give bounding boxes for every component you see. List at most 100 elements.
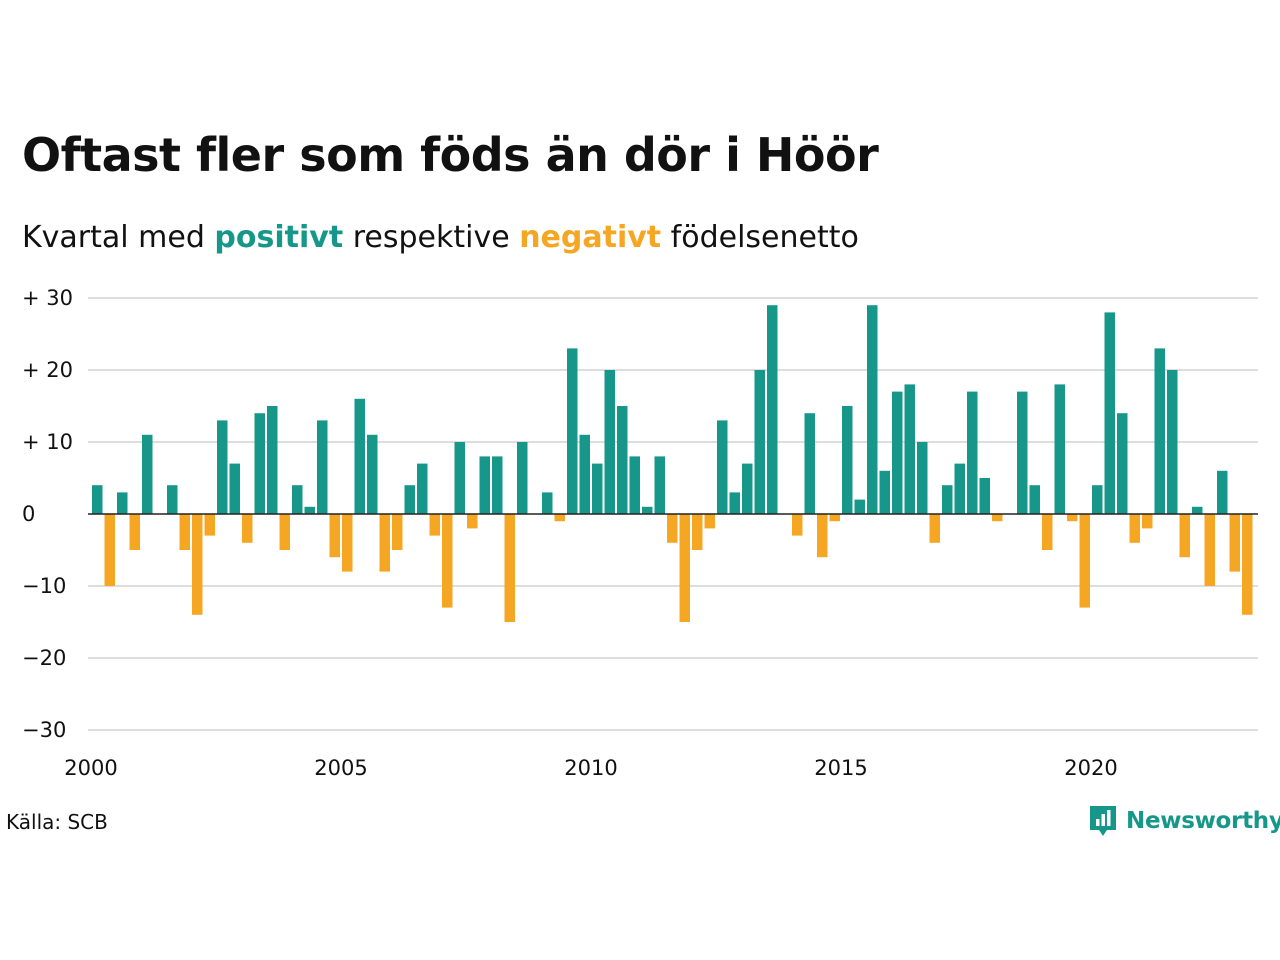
- bar: [279, 514, 290, 550]
- bar: [929, 514, 940, 543]
- bar: [179, 514, 190, 550]
- bar: [767, 305, 778, 514]
- bar: [604, 370, 615, 514]
- subtitle-prefix: Kvartal med: [22, 220, 215, 255]
- bar: [1179, 514, 1190, 558]
- bar: [829, 514, 840, 522]
- bar: [704, 514, 715, 529]
- bar: [729, 492, 740, 514]
- x-tick-label: 2015: [814, 756, 867, 780]
- y-tick-label: + 20: [22, 358, 73, 382]
- bar: [392, 514, 403, 550]
- bar-chart: + 30+ 20+ 100−10−20−30 2000 2005 2010 2015 2…: [22, 286, 1258, 780]
- subtitle-negative-word: negativt: [519, 220, 662, 255]
- bar: [242, 514, 253, 543]
- bar: [304, 506, 315, 514]
- y-tick-label: 0: [22, 502, 35, 526]
- source-note: Källa: SCB: [6, 810, 108, 834]
- bar: [467, 514, 478, 529]
- bar: [904, 384, 915, 514]
- subtitle-middle: respektive: [343, 220, 520, 255]
- bar: [167, 485, 178, 514]
- bar: [104, 514, 115, 586]
- bar: [1204, 514, 1215, 586]
- bar: [629, 456, 640, 514]
- bar: [567, 348, 578, 514]
- bar: [1142, 514, 1153, 529]
- bar: [354, 398, 365, 514]
- bar: [804, 413, 815, 514]
- bar: [1067, 514, 1078, 522]
- bar: [717, 420, 728, 514]
- bar: [1042, 514, 1053, 550]
- bar: [867, 305, 878, 514]
- bar: [1017, 391, 1028, 514]
- chart-subtitle: Kvartal med positivt respektive negativt…: [22, 220, 859, 255]
- bar: [1154, 348, 1165, 514]
- bar: [542, 492, 553, 514]
- x-tick-label: 2010: [564, 756, 617, 780]
- bar: [667, 514, 678, 543]
- x-tick-label: 2020: [1064, 756, 1117, 780]
- bar: [92, 485, 103, 514]
- x-axis: 2000 2005 2010 2015 2020: [64, 756, 1117, 780]
- bar: [317, 420, 328, 514]
- bar: [217, 420, 228, 514]
- bar: [142, 434, 153, 514]
- bar: [579, 434, 590, 514]
- subtitle-suffix: födelsenetto: [661, 220, 859, 255]
- bar: [817, 514, 828, 558]
- bar: [404, 485, 415, 514]
- bars: [92, 305, 1253, 622]
- bar: [954, 463, 965, 514]
- bar: [854, 499, 865, 514]
- bar: [117, 492, 128, 514]
- bar: [879, 470, 890, 514]
- bar: [917, 442, 928, 514]
- bar: [754, 370, 765, 514]
- bar: [979, 478, 990, 514]
- grid-lines: [88, 297, 1258, 731]
- bar: [1192, 506, 1203, 514]
- y-tick-label: −30: [22, 718, 66, 742]
- chart-title: Oftast fler som föds än dör i Höör: [22, 128, 879, 182]
- bar: [892, 391, 903, 514]
- bar: [479, 456, 490, 514]
- bar: [1104, 312, 1115, 514]
- bar: [1242, 514, 1253, 615]
- brand-logo: Newsworthy: [1088, 804, 1280, 838]
- y-tick-label: −10: [22, 574, 66, 598]
- bar: [1117, 413, 1128, 514]
- newsworthy-logo-icon: [1090, 806, 1116, 836]
- bar: [1054, 384, 1065, 514]
- bar: [267, 406, 278, 514]
- bar: [504, 514, 515, 622]
- bar: [1079, 514, 1090, 608]
- bar: [192, 514, 203, 615]
- bar: [592, 463, 603, 514]
- bar: [1129, 514, 1140, 543]
- bar: [642, 506, 653, 514]
- bar: [679, 514, 690, 622]
- bar: [1029, 485, 1040, 514]
- x-tick-label: 2005: [314, 756, 367, 780]
- bar: [454, 442, 465, 514]
- brand-name: Newsworthy: [1126, 808, 1280, 834]
- bar: [204, 514, 215, 536]
- bar: [1092, 485, 1103, 514]
- bar: [842, 406, 853, 514]
- bar: [329, 514, 340, 558]
- bar: [792, 514, 803, 536]
- bar: [292, 485, 303, 514]
- bar: [942, 485, 953, 514]
- x-tick-label: 2000: [64, 756, 117, 780]
- bar: [229, 463, 240, 514]
- bar: [417, 463, 428, 514]
- bar: [254, 413, 265, 514]
- subtitle-positive-word: positivt: [214, 220, 344, 255]
- bar: [379, 514, 390, 572]
- bar: [492, 456, 503, 514]
- bar: [442, 514, 453, 608]
- y-tick-label: + 30: [22, 286, 73, 310]
- y-tick-label: −20: [22, 646, 66, 670]
